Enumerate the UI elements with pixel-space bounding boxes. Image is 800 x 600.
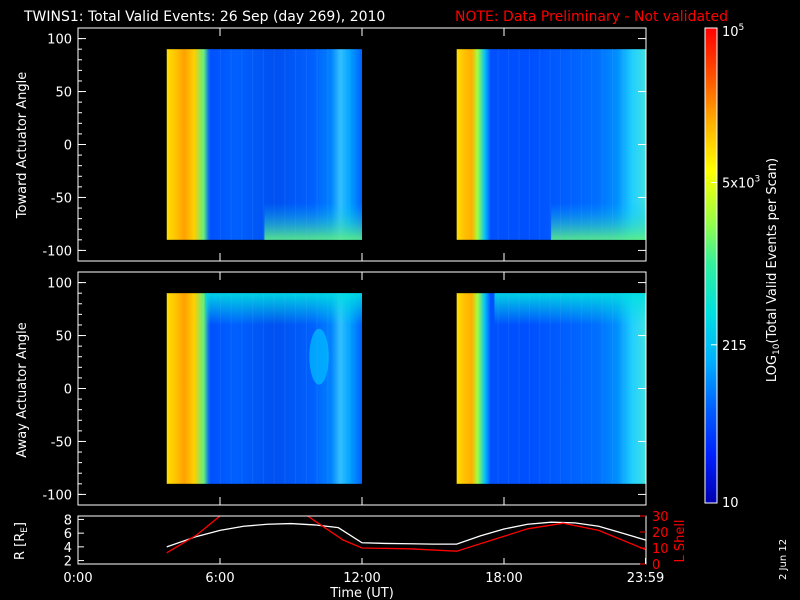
y-tick-label: 2 xyxy=(64,555,72,570)
chart-title: TWINS1: Total Valid Events: 26 Sep (day … xyxy=(23,9,385,25)
heatmap-overlay xyxy=(205,293,362,325)
y-tick-label: 4 xyxy=(64,541,72,556)
y-ticks-toward: 100 50 0 -50 -100 xyxy=(42,28,647,261)
panel-away: Away Actuator Angle 100 50 0 -50 -100 xyxy=(15,271,647,506)
orbit-lines xyxy=(166,515,646,554)
y-tick-label: 8 xyxy=(64,513,72,528)
colorbar-fill xyxy=(704,27,718,504)
x-axis-label: Time (UT) xyxy=(329,586,394,600)
y2-tick-label: 20 xyxy=(652,526,669,541)
x-tick-label: 12:00 xyxy=(343,571,380,586)
colorbar-label: LOG10(Total Valid Events per Scan) xyxy=(765,158,782,382)
y-tick-label: -50 xyxy=(51,191,72,206)
y-tick-label: 0 xyxy=(64,383,72,398)
heatmap-overlay xyxy=(494,293,646,325)
y-tick-label: -100 xyxy=(42,488,72,503)
lshell-series-line xyxy=(166,515,221,554)
heatmap-feature xyxy=(309,328,329,385)
y2-tick-label: 10 xyxy=(652,542,669,557)
y-axis-label-away: Away Actuator Angle xyxy=(15,322,30,457)
y-tick-label: 6 xyxy=(64,527,72,542)
colorbar: 105 5x103 215 10 LOG10(Total Valid Events p… xyxy=(704,23,782,511)
y-tick-label: -50 xyxy=(51,435,72,450)
x-ticks-orbit: 0:00 6:00 12:00 18:00 23:59 xyxy=(63,558,664,586)
y2-tick-label: 0 xyxy=(652,558,660,573)
colorbar-tick-label: 105 xyxy=(722,23,744,40)
y2-axis-label-orbit: L Shell xyxy=(673,519,688,562)
y-tick-label: -100 xyxy=(42,244,72,259)
colorbar-tick-label: 5x103 xyxy=(722,174,760,191)
x-tick-label: 6:00 xyxy=(205,571,234,586)
y-tick-label: 50 xyxy=(55,86,72,101)
x-tick-label: 18:00 xyxy=(485,571,522,586)
x-tick-label: 0:00 xyxy=(63,571,92,586)
y-tick-label: 100 xyxy=(47,277,72,292)
y-tick-label: 50 xyxy=(55,330,72,345)
y-tick-label: 100 xyxy=(47,33,72,48)
x-tick-label: 23:59 xyxy=(627,571,664,586)
panel-toward: Toward Actuator Angle 100 50 0 -50 -100 xyxy=(15,27,647,262)
heatmap-away xyxy=(166,293,646,484)
chart-note: NOTE: Data Preliminary - Not validated xyxy=(455,9,728,25)
y-axis-label-orbit: R [RE] xyxy=(13,522,30,560)
heatmap-overlay xyxy=(264,202,362,240)
colorbar-tick-label: 215 xyxy=(722,339,747,354)
colorbar-tick-label: 10 xyxy=(722,496,739,511)
date-stamp: 2 Jun 12 xyxy=(778,539,789,580)
r-series-line xyxy=(166,521,646,548)
y-ticks-away: 100 50 0 -50 -100 xyxy=(42,272,647,505)
heatmap-toward xyxy=(166,49,646,240)
y-tick-label: 0 xyxy=(64,139,72,154)
y2-tick-label: 30 xyxy=(652,510,669,525)
y-axis-label-toward: Toward Actuator Angle xyxy=(15,72,30,219)
colorbar-ticks: 105 5x103 215 10 xyxy=(711,23,760,511)
lshell-series-line xyxy=(307,515,646,552)
heatmap-overlay xyxy=(551,202,646,240)
